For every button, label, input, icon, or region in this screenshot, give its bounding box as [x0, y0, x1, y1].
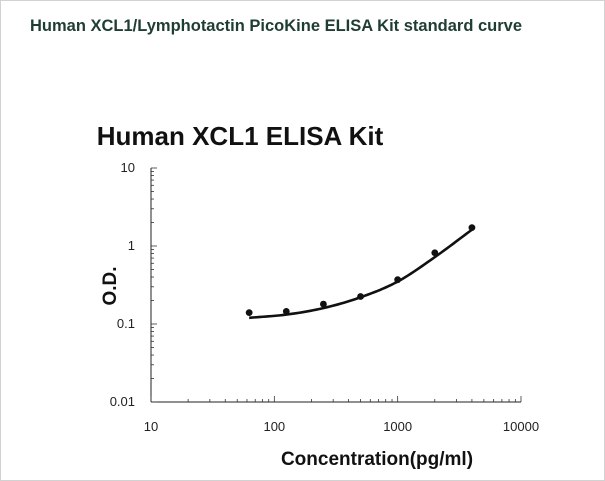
elisa-standard-curve-chart: Human XCL1 ELISA Kit Concentration(pg/ml… — [97, 121, 539, 470]
data-point — [320, 300, 327, 308]
x-tick-label: 10000 — [503, 419, 539, 434]
x-axis-label: Concentration(pg/ml) — [281, 449, 473, 470]
data-point — [468, 224, 476, 232]
y-tick-label: 0.01 — [110, 394, 135, 409]
data-point — [431, 249, 439, 257]
chart-title: Human XCL1 ELISA Kit — [97, 121, 384, 151]
data-point — [357, 293, 364, 300]
y-tick-label: 0.1 — [117, 316, 135, 331]
x-tick-label: 100 — [263, 419, 285, 434]
axes: 0.01 0.1 1 10 10 100 1000 10000 — [110, 160, 539, 434]
data-point — [282, 308, 290, 315]
data-marks — [245, 224, 476, 320]
chart-area: Human XCL1 ELISA Kit Concentration(pg/ml… — [72, 96, 572, 476]
page-header: Human XCL1/Lymphotactin PicoKine ELISA K… — [30, 17, 523, 35]
x-tick-label: 10 — [144, 419, 158, 434]
y-tick-label: 10 — [121, 160, 135, 175]
y-tick-label: 1 — [128, 238, 135, 253]
data-point — [394, 276, 402, 284]
x-tick-label: 1000 — [383, 419, 412, 434]
data-point — [245, 309, 253, 317]
y-axis-label: O.D. — [100, 266, 121, 305]
fitted-curve — [249, 228, 473, 320]
